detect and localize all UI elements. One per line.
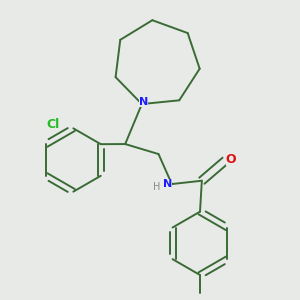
Text: N: N <box>139 98 148 107</box>
Text: H: H <box>153 182 161 192</box>
Text: N: N <box>163 179 172 189</box>
Text: O: O <box>226 153 236 166</box>
Text: Cl: Cl <box>47 118 60 131</box>
